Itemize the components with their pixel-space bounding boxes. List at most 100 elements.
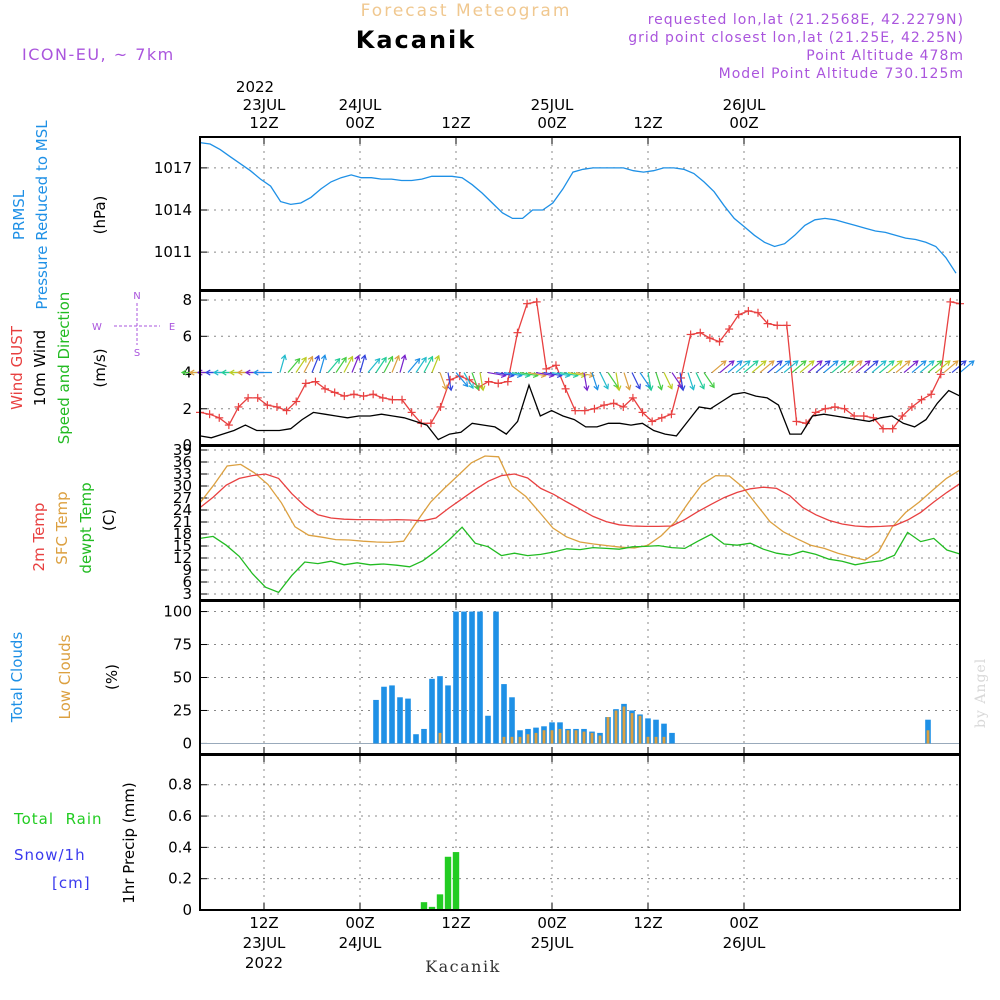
wind-arrow-shaft xyxy=(479,372,484,391)
wind-arrow-head xyxy=(880,360,887,366)
wind-arrow-head xyxy=(720,360,727,366)
total-cloud-bar xyxy=(445,685,451,744)
wind-arrow xyxy=(783,360,799,373)
wind-arrow-shaft xyxy=(799,360,815,373)
wind-arrow-head xyxy=(212,369,219,376)
wind-arrow-shaft xyxy=(503,371,522,377)
wind-arrow-head xyxy=(792,360,799,366)
wind-arrow-shaft xyxy=(663,372,673,389)
y-tick-label: 0 xyxy=(182,734,192,752)
bottom-hour-label: 00Z xyxy=(537,914,566,932)
wind-arrow xyxy=(631,372,641,390)
wind-arrow-shaft xyxy=(287,358,301,373)
wind-arrow-head xyxy=(593,384,600,391)
top-hour-label: 00Z xyxy=(345,114,374,132)
y-tick-label: 6 xyxy=(182,573,192,591)
wind-arrow-shaft xyxy=(447,372,452,391)
wind-arrow xyxy=(887,360,903,373)
wind-arrow-head xyxy=(744,360,751,366)
gust-marker xyxy=(426,419,435,428)
wind-arrow-shaft xyxy=(903,360,919,373)
gust-marker xyxy=(830,402,839,411)
wind-arrow xyxy=(727,360,743,373)
wind-arrow xyxy=(647,372,654,392)
gust-marker xyxy=(792,417,801,426)
wind-arrow xyxy=(735,360,751,373)
low-cloud-bar xyxy=(510,736,514,744)
total-cloud-bar xyxy=(661,723,667,744)
wind-arrow-head xyxy=(904,360,911,366)
wind-arrow xyxy=(799,360,815,373)
wind-arrow xyxy=(695,372,705,390)
wind-arrow-shaft xyxy=(751,360,767,373)
gust-marker xyxy=(263,401,272,410)
y-tick-label: 6 xyxy=(182,327,192,345)
gust-marker xyxy=(494,379,503,388)
wind-arrow-head xyxy=(832,360,839,366)
bottom-hour-label: 12Z xyxy=(441,914,470,932)
low-cloud-bar xyxy=(622,706,626,744)
top-year: 2022 xyxy=(236,78,274,96)
y-tick-label: 2 xyxy=(182,400,192,418)
wind-arrow-shaft xyxy=(647,372,652,391)
top-hour-label: 00Z xyxy=(729,114,758,132)
gust-marker xyxy=(224,421,233,430)
rain-bar xyxy=(452,852,460,910)
wind-arrow-shaft xyxy=(487,371,506,377)
wind-arrow xyxy=(319,354,327,373)
y-tick-label: 0.6 xyxy=(168,807,192,825)
sfc-temp-label: SFC Temp xyxy=(53,491,71,564)
gust-marker xyxy=(638,408,647,417)
wind-arrow xyxy=(879,360,895,373)
top-date-label: 26JUL xyxy=(723,96,766,114)
wind-arrow-head xyxy=(667,383,673,390)
wind-arrow-shaft xyxy=(871,360,887,373)
y-tick-label: 15 xyxy=(173,537,192,555)
snow-label: Snow/1h xyxy=(14,846,86,864)
gust-marker xyxy=(378,393,387,402)
gust-marker xyxy=(753,308,762,317)
wind-arrow xyxy=(391,354,401,373)
wind-arrow-head xyxy=(320,354,327,361)
top-date-label: 24JUL xyxy=(339,96,382,114)
wind-arrow xyxy=(455,372,469,388)
wind-arrow-shaft xyxy=(455,372,469,387)
requested-coords: requested lon,lat (21.2568E, 42.2279N) xyxy=(648,12,964,28)
wind-arrow xyxy=(655,372,664,391)
wind-arrow-head xyxy=(307,355,314,362)
low-cloud-bar xyxy=(598,735,602,744)
wind-arrow xyxy=(375,356,387,373)
wind-arrow xyxy=(871,360,887,373)
wind-arrow-head xyxy=(728,360,735,366)
wind-arrow-head xyxy=(252,369,259,376)
wind-arrow-shaft xyxy=(599,372,609,389)
gust-marker xyxy=(590,404,599,413)
y-tick-label: 0.2 xyxy=(168,870,192,888)
wind-arrow xyxy=(279,354,287,373)
wind-arrow-head xyxy=(784,360,791,366)
wind-arrow-shaft xyxy=(535,371,554,377)
wind10m-line xyxy=(199,383,961,441)
wind-arrow-head xyxy=(928,360,935,366)
wind-arrow xyxy=(447,372,454,392)
total-cloud-bar xyxy=(485,715,491,744)
gust-marker xyxy=(340,392,349,401)
low-clouds-label: Low Clouds xyxy=(56,634,74,719)
wind-arrow-head xyxy=(872,360,879,366)
wind-arrow-head xyxy=(816,360,823,366)
gust-marker xyxy=(657,413,666,422)
top-date-label: 25JUL xyxy=(531,96,574,114)
cloud-units: (%) xyxy=(103,664,121,690)
wind-arrow-shaft xyxy=(879,360,895,373)
temp-panel-labels: 2m Temp SFC Temp dewpt Temp (C) xyxy=(30,482,118,573)
wind-arrow-head xyxy=(856,360,863,366)
panel-border xyxy=(199,754,961,911)
y-tick-label: 75 xyxy=(173,636,192,654)
wind-arrow xyxy=(471,372,480,391)
gust-label: Wind GUST xyxy=(8,325,26,410)
y-tick-label: 1014 xyxy=(154,201,192,219)
wind-arrow-shaft xyxy=(527,371,546,377)
bottom-date-label: 26JUL xyxy=(723,934,766,952)
y-tick-label: 9 xyxy=(182,561,192,579)
wind-arrow-shaft xyxy=(727,360,743,373)
